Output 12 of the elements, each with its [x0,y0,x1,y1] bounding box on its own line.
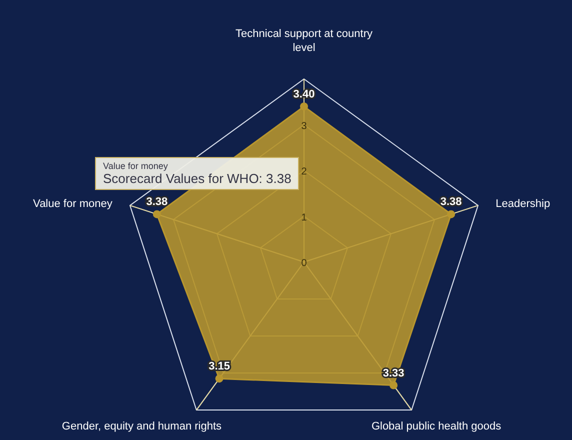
y-tick-label: 0 [301,258,308,269]
y-tick-label: 1 [301,212,308,224]
spoke-label: Gender, equity and human rights [62,420,222,433]
spoke-label: Technical support at country level [236,28,373,54]
data-label: 3.38 [146,196,168,208]
y-tick-label: 2 [301,166,308,178]
spoke-label: Value for money [33,198,113,210]
y-tick-label: 3 [301,120,308,132]
data-label: 3.38 [440,196,462,208]
tooltip-box: Value for money Scorecard Values for WHO: 3.38 [95,157,300,190]
spoke-label: Global public health goods [371,420,502,433]
spoke-label: Leadership [496,198,550,210]
